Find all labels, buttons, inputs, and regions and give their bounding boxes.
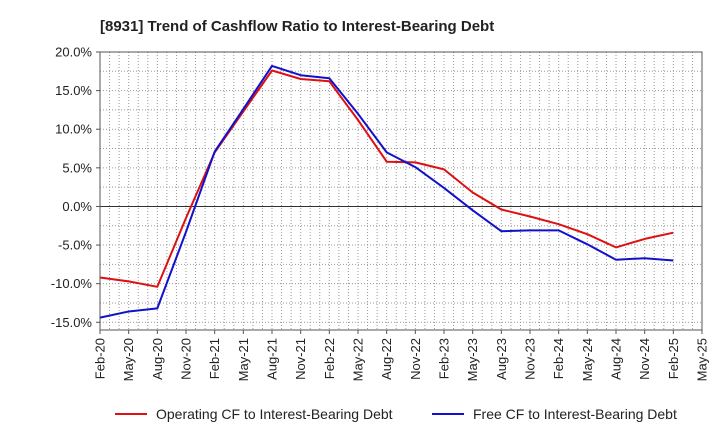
plot-frame	[99, 51, 703, 331]
x-tick-label: Nov-24	[637, 338, 652, 380]
x-tick-label: Nov-20	[179, 338, 194, 380]
series-line-2	[99, 64, 674, 319]
x-tick-label: Nov-22	[408, 338, 423, 380]
y-tick-label: 20.0%	[55, 45, 92, 60]
y-tick-label: -10.0%	[51, 276, 93, 291]
x-tick-label: Feb-23	[437, 338, 452, 379]
y-tick-label: 15.0%	[55, 83, 92, 98]
y-tick-label: -5.0%	[58, 238, 92, 253]
x-tick-labels: Feb-20 May-20 Aug-20 Nov-20 Feb-21 May-21 Aug-…	[93, 338, 710, 381]
series-lines	[99, 64, 674, 319]
legend: Operating CF to Interest-Bearing Debt Fre…	[115, 406, 677, 422]
grid	[100, 51, 702, 330]
legend-label-2: Free CF to Interest-Bearing Debt	[473, 406, 677, 422]
x-tick-label: Feb-22	[322, 338, 337, 379]
x-tick-label: May-25	[695, 338, 710, 381]
x-tick-label: May-22	[351, 338, 366, 381]
x-tick-label: Nov-21	[293, 338, 308, 380]
x-tick-label: Aug-21	[265, 338, 280, 380]
y-tick-label: 0.0%	[62, 199, 92, 214]
x-tick-label: May-24	[580, 338, 595, 381]
x-tick-label: Aug-22	[379, 338, 394, 380]
series-line-1	[99, 69, 674, 288]
x-tick-label: May-21	[236, 338, 251, 381]
x-tick-label: Aug-24	[609, 338, 624, 380]
x-tick-label: May-20	[121, 338, 136, 381]
y-tick-label: -15.0%	[51, 315, 93, 330]
x-tick-label: Feb-21	[207, 338, 222, 379]
axes	[96, 51, 703, 334]
x-tick-label: Nov-23	[523, 338, 538, 380]
x-tick-label: May-23	[465, 338, 480, 381]
x-tick-label: Aug-23	[494, 338, 509, 380]
y-tick-label: 5.0%	[62, 160, 92, 175]
x-tick-label: Feb-25	[666, 338, 681, 379]
x-tick-label: Aug-20	[150, 338, 165, 380]
legend-label-1: Operating CF to Interest-Bearing Debt	[156, 406, 393, 422]
x-tick-label: Feb-20	[93, 338, 108, 379]
x-tick-label: Feb-24	[551, 338, 566, 379]
chart-title: [8931] Trend of Cashflow Ratio to Intere…	[100, 18, 494, 35]
y-tick-label: 10.0%	[55, 122, 92, 137]
y-tick-labels: 20.0% 15.0% 10.0% 5.0% 0.0% -5.0% -10.0% -15.0%	[51, 45, 93, 330]
